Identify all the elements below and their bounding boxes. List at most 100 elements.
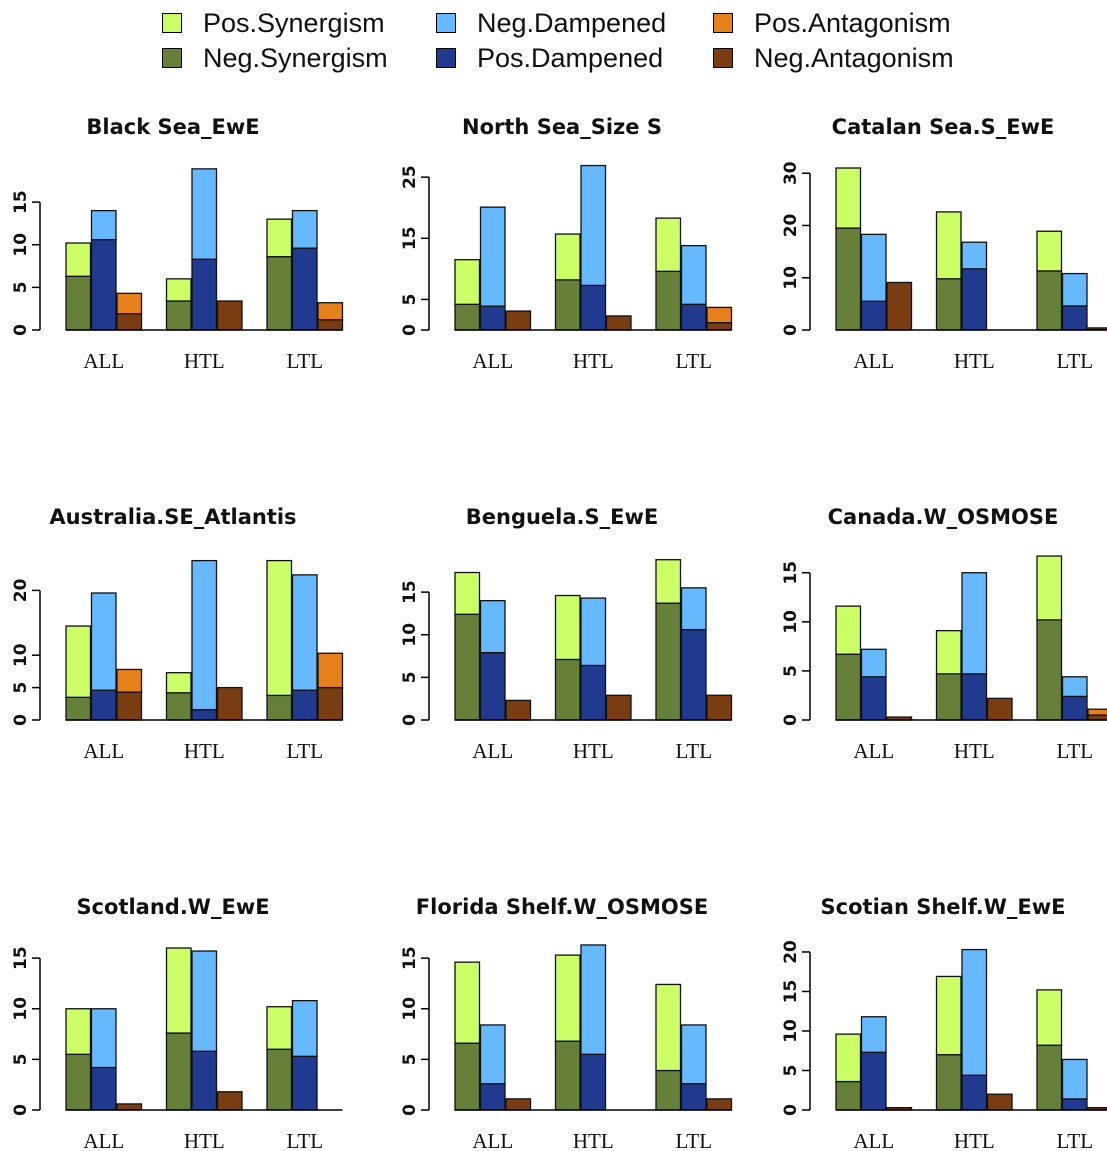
y-tick-label: 0: [11, 714, 31, 726]
bar-segment: [580, 284, 607, 331]
chart-panel: Benguela.S_EwE 0 5 10 15 ALL HTL LTL: [400, 505, 733, 763]
bar-segment: [116, 292, 143, 315]
category-label: HTL: [184, 739, 225, 763]
bar-segment: [216, 300, 243, 331]
bar-segment: [266, 256, 293, 331]
bar-segment: [935, 211, 962, 280]
chart-panel: North Sea_Size S 0 5 15 25 ALL HTL LTL: [400, 115, 733, 373]
bar-segment: [191, 559, 218, 711]
bar-segment: [291, 247, 318, 331]
panel-title: Scotland.W_EwE: [76, 895, 269, 919]
chart-panel: Australia.SE_Atlantis 0 5 10 20 ALL HTL LTL: [11, 505, 344, 763]
legend-swatch: [713, 13, 733, 33]
legend-label: Neg.Synergism: [203, 42, 388, 73]
bar-segment: [835, 605, 862, 655]
bar-segment: [886, 281, 913, 331]
y-tick-label: 15: [781, 980, 801, 1004]
y-tick-label: 15: [11, 946, 31, 970]
bar-segment: [835, 167, 862, 229]
bar-segment: [835, 653, 862, 721]
bar-segment: [655, 217, 682, 272]
bar-segment: [291, 689, 318, 721]
bar-segment: [65, 696, 92, 721]
bar-segment: [317, 302, 344, 321]
bar-segment: [454, 961, 481, 1044]
bar-segment: [266, 694, 293, 721]
bar-segment: [454, 303, 481, 331]
y-tick-label: 10: [400, 997, 420, 1021]
bar-segment: [706, 306, 733, 324]
bar-segment: [580, 664, 607, 721]
category-label: HTL: [573, 349, 614, 373]
bar-segment: [266, 559, 293, 697]
legend: Pos.Synergism Neg.Dampened Pos.Antagonism N…: [0, 0, 1107, 80]
bar-segment: [554, 1040, 581, 1111]
bar-segment: [291, 209, 318, 249]
y-tick-label: 30: [781, 161, 801, 185]
bar-segment: [291, 1055, 318, 1111]
bar-segment: [961, 673, 988, 721]
bar-segment: [680, 1083, 707, 1111]
y-tick-label: 15: [400, 946, 420, 970]
y-tick-label: 0: [11, 324, 31, 336]
bar-segment: [835, 227, 862, 331]
bar-segment: [165, 1032, 192, 1111]
panel-title: Black Sea_EwE: [86, 115, 259, 139]
bar-segment: [605, 315, 632, 331]
category-label: LTL: [286, 1129, 323, 1151]
bar-segment: [655, 602, 682, 721]
bar-segment: [165, 278, 192, 302]
bar-segment: [935, 673, 962, 721]
y-tick-label: 10: [11, 997, 31, 1021]
bar-segment: [860, 300, 887, 331]
y-tick-label: 5: [400, 1053, 420, 1065]
bar-segment: [65, 275, 92, 331]
legend-item: Neg.Dampened: [436, 8, 666, 38]
bar-segment: [680, 587, 707, 631]
bar-segment: [116, 691, 143, 721]
chart-panel: Black Sea_EwE 0 5 10 15 ALL HTL LTL: [11, 115, 344, 373]
chart-panel: Scotland.W_EwE 0 5 10 15 ALL HTL LTL: [11, 895, 343, 1151]
bar-segment: [961, 241, 988, 270]
bar-segment: [860, 1016, 887, 1053]
bar-segment: [90, 209, 117, 241]
y-tick-label: 10: [781, 266, 801, 290]
bar-segment: [986, 697, 1013, 721]
category-label: ALL: [472, 739, 513, 763]
bar-segment: [554, 233, 581, 281]
legend-label: Neg.Antagonism: [754, 42, 954, 73]
panel-title: Florida Shelf.W_OSMOSE: [416, 895, 708, 919]
bar-segment: [1036, 230, 1063, 272]
bar-segment: [90, 592, 117, 691]
bar-segment: [860, 648, 887, 678]
legend-label: Neg.Dampened: [477, 7, 667, 38]
y-tick-label: 25: [400, 165, 420, 189]
legend-swatch: [162, 13, 182, 33]
category-label: LTL: [1056, 349, 1093, 373]
panel-title: Catalan Sea.S_EwE: [832, 115, 1055, 139]
category-label: LTL: [1056, 1129, 1093, 1151]
category-label: LTL: [675, 1129, 712, 1151]
y-tick-label: 15: [400, 226, 420, 250]
bar-segment: [479, 651, 506, 721]
bar-segment: [1061, 272, 1088, 307]
category-label: ALL: [83, 739, 124, 763]
y-tick-label: 20: [781, 940, 801, 964]
bar-segment: [90, 1008, 117, 1069]
bar-segment: [655, 983, 682, 1072]
category-label: HTL: [573, 739, 614, 763]
y-tick-label: 0: [11, 1104, 31, 1116]
category-label: HTL: [954, 1129, 995, 1151]
category-label: ALL: [83, 1129, 124, 1151]
y-tick-label: 0: [400, 324, 420, 336]
legend-item: Pos.Dampened: [436, 43, 663, 73]
y-tick-label: 10: [11, 643, 31, 667]
legend-swatch: [436, 48, 456, 68]
category-label: HTL: [184, 1129, 225, 1151]
chart-panel: Catalan Sea.S_EwE 0 10 20 30 ALL HTL LTL: [781, 115, 1107, 373]
bar-segment: [1036, 989, 1063, 1046]
bar-segment: [835, 1080, 862, 1111]
bar-segment: [655, 559, 682, 604]
bar-segment: [291, 1000, 318, 1057]
